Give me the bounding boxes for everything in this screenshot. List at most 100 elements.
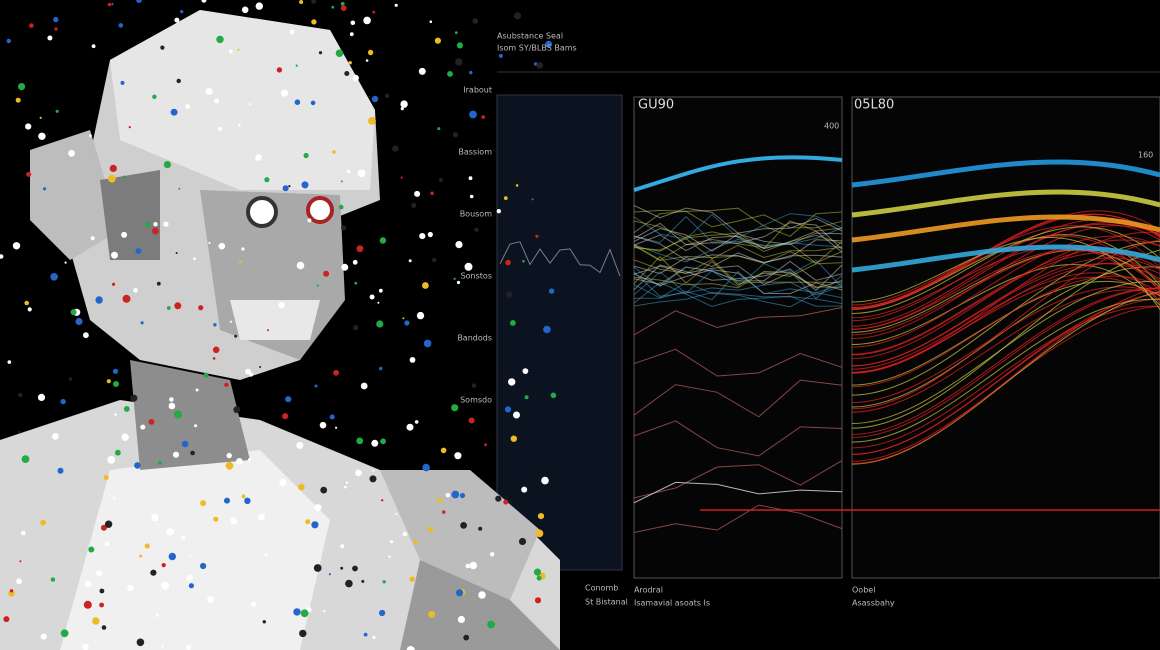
left-label: Bandods [457,334,492,343]
particle [174,410,182,419]
particle [212,357,216,360]
particle [392,145,399,152]
line [499,241,621,277]
particle [0,254,4,259]
line [633,255,843,286]
line [633,235,843,263]
particle [469,194,474,199]
particle [163,161,171,169]
particle [229,320,233,323]
particle [37,393,46,401]
particle [522,260,525,263]
particle [230,517,238,525]
particle [166,528,174,536]
particle [244,497,251,504]
particle [545,40,553,48]
particle [534,597,542,604]
particle [26,171,32,177]
particle [504,406,512,413]
particle [474,227,479,232]
particle [18,83,26,91]
particle [508,378,516,386]
line [851,225,1160,340]
line [633,238,843,263]
particle [128,126,131,129]
particle [303,152,309,159]
particle [181,440,189,448]
particle [108,174,116,183]
particle [24,300,30,306]
particle [379,609,386,617]
line [633,379,843,418]
particle [478,526,483,531]
particle [533,568,542,576]
particle [60,398,66,405]
particle [170,108,178,116]
particle [213,323,217,327]
particle [331,5,335,9]
particle [200,562,207,570]
line [633,504,843,533]
particle [70,309,77,316]
particle [510,435,517,442]
particle [455,241,463,249]
particle [115,449,121,456]
particle [50,273,58,281]
particle [363,632,368,637]
particle [176,78,181,84]
particle [88,546,95,553]
particle [251,601,257,607]
line [633,230,843,253]
line [633,281,843,308]
particle [282,185,289,192]
particle [354,281,358,285]
particle [456,280,461,285]
particle [471,383,477,389]
particle [228,49,233,54]
particle [160,45,165,50]
particle [113,381,119,387]
particle [521,486,528,493]
particle [106,379,111,384]
particle [468,176,473,181]
particle [357,169,366,178]
particle [47,35,53,41]
particle [460,522,467,529]
particle [335,426,338,429]
particle [9,589,14,593]
particle [314,384,318,388]
particle [402,531,408,537]
line [851,223,1160,327]
particle [469,70,473,75]
particle [503,196,508,201]
particle [311,0,317,4]
particle [360,382,368,390]
line [633,271,843,297]
particle [363,16,371,25]
particle [21,530,26,536]
decorative-lines [499,155,1160,533]
particle [198,305,204,311]
particle [348,61,352,65]
particle [487,620,495,629]
particle [402,317,405,320]
particle [411,202,417,208]
particle [255,2,263,10]
particle [40,633,47,640]
particle [90,236,95,241]
particle [352,74,359,82]
panel-subfooter: Asassbahy [852,599,895,608]
particle [281,89,289,97]
line [633,238,843,264]
particle [207,596,214,603]
particle [153,222,158,227]
particle [400,100,408,108]
particle [481,115,486,119]
particle [68,377,73,381]
particle [193,257,196,261]
particle [29,23,34,28]
line [633,155,843,192]
line [851,262,1160,374]
particle [340,5,347,11]
line [851,249,1160,429]
